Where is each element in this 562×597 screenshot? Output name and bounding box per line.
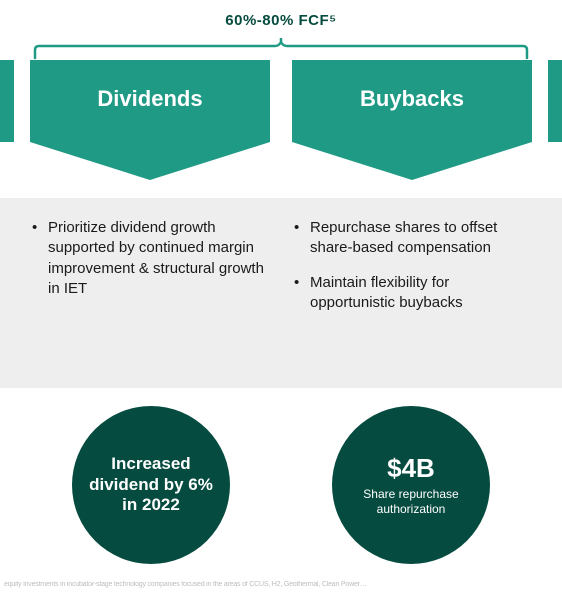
bullet-item: Prioritize dividend growth supported by …	[48, 218, 270, 299]
arrow-label-dividends: Dividends	[30, 86, 270, 112]
circle-left-text: Increased dividend by 6% in 2022	[84, 454, 218, 515]
bullets-panel: Prioritize dividend growth supported by …	[0, 198, 562, 388]
circle-dividend-increase: Increased dividend by 6% in 2022	[72, 406, 230, 564]
circles-row: Increased dividend by 6% in 2022 $4B Sha…	[0, 406, 562, 576]
circle-right-small: Share repurchase authorization	[344, 487, 478, 517]
top-label: 60%-80% FCF⁵	[0, 12, 562, 29]
arrow-label-buybacks: Buybacks	[292, 86, 532, 112]
circle-right-big: $4B	[387, 453, 435, 484]
bullet-item: Maintain flexibility for opportunistic b…	[310, 273, 532, 314]
infographic-root: 60%-80% FCF⁵ Dividends Buybacks	[0, 0, 562, 597]
bracket	[30, 36, 532, 60]
arrow-buybacks: Buybacks	[292, 60, 532, 180]
arrow-dividends: Dividends	[30, 60, 270, 180]
bullets-col-dividends: Prioritize dividend growth supported by …	[30, 218, 270, 313]
bullet-item: Repurchase shares to offset share-based …	[310, 218, 532, 259]
arrows-row: Dividends Buybacks	[0, 60, 562, 180]
bullets-col-buybacks: Repurchase shares to offset share-based …	[292, 218, 532, 327]
circle-buyback-auth: $4B Share repurchase authorization	[332, 406, 490, 564]
footer-faint-text: equity investments in incubator-stage te…	[0, 581, 562, 597]
